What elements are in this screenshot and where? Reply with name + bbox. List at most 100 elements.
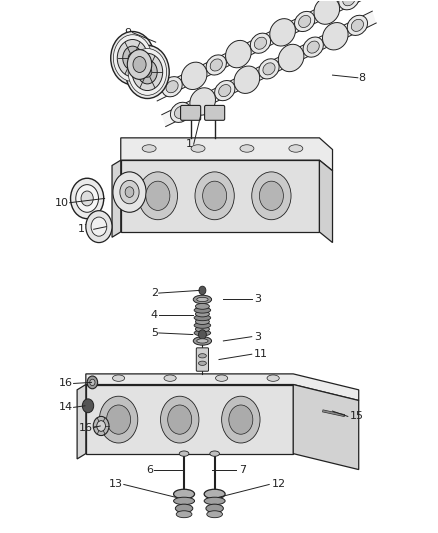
Text: 16: 16 — [59, 378, 73, 389]
Ellipse shape — [194, 330, 211, 336]
Ellipse shape — [204, 497, 225, 505]
Text: 10: 10 — [54, 198, 68, 208]
Ellipse shape — [179, 451, 189, 456]
Polygon shape — [153, 0, 367, 101]
Ellipse shape — [99, 396, 138, 443]
Ellipse shape — [229, 405, 253, 434]
Ellipse shape — [181, 62, 207, 90]
Ellipse shape — [252, 172, 291, 220]
Ellipse shape — [142, 145, 156, 152]
Ellipse shape — [267, 375, 279, 381]
Circle shape — [86, 211, 112, 243]
Ellipse shape — [195, 311, 209, 317]
Ellipse shape — [289, 145, 303, 152]
Ellipse shape — [204, 489, 225, 499]
Text: 13: 13 — [109, 480, 123, 489]
Text: 7: 7 — [239, 465, 246, 474]
Ellipse shape — [259, 181, 283, 211]
Polygon shape — [86, 384, 293, 454]
Circle shape — [120, 180, 139, 204]
Ellipse shape — [347, 15, 367, 35]
Text: 15: 15 — [350, 411, 364, 422]
Ellipse shape — [251, 33, 271, 53]
Ellipse shape — [146, 181, 170, 211]
Ellipse shape — [176, 511, 192, 518]
Ellipse shape — [215, 375, 228, 381]
Ellipse shape — [173, 497, 194, 505]
Ellipse shape — [294, 11, 315, 31]
Ellipse shape — [210, 451, 219, 456]
Circle shape — [81, 191, 93, 206]
Circle shape — [198, 330, 206, 340]
Ellipse shape — [193, 337, 212, 345]
Ellipse shape — [259, 59, 279, 79]
Circle shape — [123, 46, 142, 70]
Text: 17: 17 — [78, 224, 92, 235]
Text: 8: 8 — [359, 73, 366, 83]
Polygon shape — [112, 160, 121, 237]
Polygon shape — [77, 384, 86, 459]
Ellipse shape — [170, 102, 191, 123]
Circle shape — [82, 399, 94, 413]
Ellipse shape — [175, 504, 193, 513]
Ellipse shape — [106, 405, 131, 434]
FancyBboxPatch shape — [205, 106, 225, 120]
Circle shape — [113, 172, 146, 212]
Polygon shape — [121, 138, 332, 171]
Text: 4: 4 — [151, 310, 158, 320]
Ellipse shape — [198, 354, 206, 358]
Text: 14: 14 — [59, 402, 73, 413]
Circle shape — [90, 379, 95, 385]
Text: 1: 1 — [186, 139, 193, 149]
Circle shape — [138, 60, 157, 84]
Polygon shape — [319, 160, 332, 243]
Ellipse shape — [160, 396, 199, 443]
Ellipse shape — [195, 319, 209, 325]
Circle shape — [97, 421, 106, 431]
Ellipse shape — [164, 375, 176, 381]
Ellipse shape — [226, 41, 251, 68]
Ellipse shape — [307, 41, 319, 53]
Ellipse shape — [162, 77, 182, 97]
Circle shape — [133, 56, 146, 72]
Text: 9: 9 — [124, 28, 132, 38]
Ellipse shape — [197, 339, 208, 343]
Ellipse shape — [195, 303, 209, 309]
Circle shape — [76, 184, 99, 212]
Ellipse shape — [322, 22, 348, 50]
Text: 2: 2 — [151, 288, 158, 298]
Text: 12: 12 — [272, 480, 286, 489]
Circle shape — [127, 50, 152, 79]
Ellipse shape — [195, 172, 234, 220]
Ellipse shape — [207, 511, 223, 518]
Ellipse shape — [195, 326, 209, 332]
Ellipse shape — [351, 19, 364, 31]
Circle shape — [71, 178, 104, 219]
Text: 6: 6 — [146, 465, 153, 474]
Ellipse shape — [174, 106, 187, 118]
Circle shape — [199, 286, 206, 295]
Text: 11: 11 — [254, 349, 268, 359]
Ellipse shape — [303, 37, 323, 57]
Text: 3: 3 — [254, 294, 261, 304]
Ellipse shape — [270, 19, 295, 46]
FancyBboxPatch shape — [196, 348, 208, 371]
Circle shape — [87, 376, 98, 389]
Circle shape — [117, 39, 148, 77]
Ellipse shape — [113, 375, 125, 381]
Ellipse shape — [190, 88, 215, 115]
Circle shape — [93, 416, 109, 435]
Ellipse shape — [206, 55, 226, 75]
Polygon shape — [162, 11, 376, 126]
Ellipse shape — [168, 405, 192, 434]
Ellipse shape — [343, 0, 355, 6]
FancyBboxPatch shape — [180, 106, 201, 120]
Ellipse shape — [193, 295, 212, 304]
Circle shape — [128, 49, 166, 95]
Ellipse shape — [198, 361, 206, 366]
Circle shape — [111, 31, 154, 85]
Ellipse shape — [263, 63, 275, 75]
Polygon shape — [121, 160, 319, 232]
Ellipse shape — [299, 15, 311, 28]
Ellipse shape — [339, 0, 359, 10]
